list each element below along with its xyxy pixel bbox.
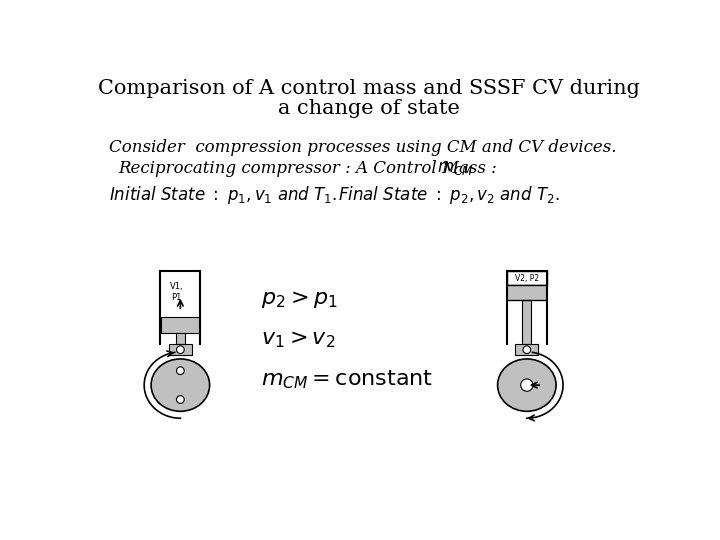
Bar [522, 300, 531, 345]
Circle shape [521, 379, 533, 392]
Bar [161, 318, 199, 333]
Bar [508, 300, 546, 345]
Text: $p_2 > p_1$: $p_2 > p_1$ [261, 288, 338, 310]
Text: $v_1 > v_2$: $v_1 > v_2$ [261, 328, 336, 350]
Ellipse shape [498, 359, 556, 411]
Circle shape [176, 396, 184, 403]
Text: $m_{CM} = \mathrm{constant}$: $m_{CM} = \mathrm{constant}$ [261, 368, 433, 391]
Bar [176, 333, 185, 345]
Text: $m_{CM}$: $m_{CM}$ [437, 160, 473, 177]
Bar [508, 285, 546, 300]
Text: Consider  compression processes using CM and CV devices.: Consider compression processes using CM … [109, 139, 616, 156]
Text: Comparison of A control mass and SSSF CV during: Comparison of A control mass and SSSF CV… [98, 79, 640, 98]
Text: a change of state: a change of state [278, 99, 460, 118]
Ellipse shape [151, 359, 210, 411]
Bar [168, 345, 192, 355]
Circle shape [523, 346, 531, 354]
Bar [516, 345, 539, 355]
Text: Reciprocating compressor : A Control Mass :: Reciprocating compressor : A Control Mas… [119, 160, 503, 177]
Text: $\mathit{Final\ State}$ $:$ $p_2, v_2$ $\mathit{and}$ $T_2.$: $\mathit{Final\ State}$ $:$ $p_2, v_2$ $… [338, 184, 560, 206]
Circle shape [176, 367, 184, 375]
Circle shape [176, 346, 184, 354]
Text: V1,
P1: V1, P1 [170, 282, 184, 302]
Bar [161, 271, 199, 318]
Text: V2, P2: V2, P2 [515, 274, 539, 282]
Text: $\mathit{Initial\ State}$ $:$ $p_1, v_1$ $\mathit{and}$ $T_1.$: $\mathit{Initial\ State}$ $:$ $p_1, v_1$… [109, 184, 337, 206]
Bar [507, 271, 547, 285]
